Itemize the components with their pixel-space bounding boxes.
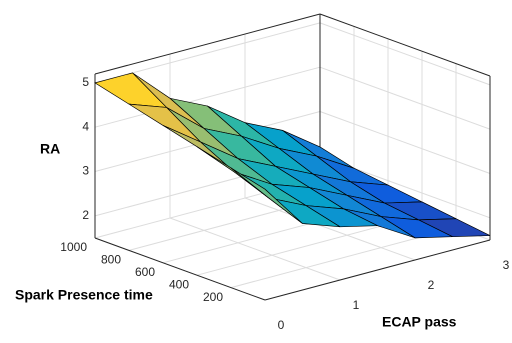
- grid-line: [319, 111, 491, 174]
- y-tick-label: 400: [169, 277, 189, 291]
- y-tick-label: 1000: [60, 240, 87, 254]
- axis-line: [94, 13, 321, 75]
- x-tick-label: 3: [503, 258, 510, 272]
- grid-line: [319, 22, 491, 86]
- axis-line: [264, 239, 491, 301]
- z-tick-label: 4: [82, 119, 89, 133]
- axis-line: [319, 13, 491, 77]
- grid-line: [244, 197, 416, 261]
- y-tick-label: 200: [203, 290, 223, 304]
- x-tick-label: 2: [428, 278, 435, 292]
- axis-line: [94, 237, 266, 301]
- z-tick-label: 2: [82, 208, 89, 222]
- y-axis-label: Spark Presence time: [15, 287, 153, 303]
- z-tick-label: 3: [82, 164, 89, 178]
- z-axis-label: RA: [40, 141, 60, 157]
- z-tick-label: 5: [82, 75, 89, 89]
- x-tick-label: 1: [353, 298, 360, 312]
- grid-line: [94, 66, 321, 128]
- grid-line: [319, 66, 491, 130]
- grid-line: [169, 217, 341, 281]
- y-tick-label: 800: [101, 253, 121, 267]
- x-axis-label: ECAP pass: [382, 314, 457, 330]
- y-tick-label: 600: [135, 265, 155, 279]
- surface-patch: [230, 167, 303, 224]
- x-tick-label: 0: [278, 318, 285, 332]
